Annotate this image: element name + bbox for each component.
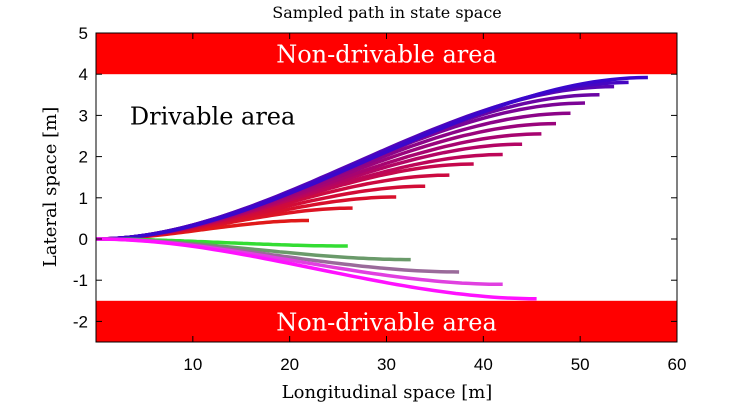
- non-drivable-region-1: [96, 300, 677, 342]
- path-series-4: [95, 173, 450, 241]
- path-series-3: [96, 184, 426, 241]
- path-series-8: [95, 132, 542, 241]
- x-tick-label-5: 60: [668, 355, 687, 374]
- non-drivable-label-0: Non-drivable area: [276, 41, 497, 69]
- y-axis-ticks: -2 -1 0 1 2 3 4 5: [73, 24, 677, 331]
- paths-layer: [95, 75, 648, 301]
- y-tick-label-6: 4: [79, 65, 88, 84]
- y-tick-label-0: -2: [73, 312, 88, 331]
- non-drivable-label-1: Non-drivable area: [276, 308, 497, 336]
- chart-title: Sampled path in state space: [272, 3, 502, 22]
- y-tick-label-5: 3: [79, 106, 88, 125]
- y-tick-label-1: -1: [73, 271, 88, 290]
- y-tick-label-7: 5: [79, 24, 88, 43]
- x-tick-label-0: 10: [183, 355, 202, 374]
- x-tick-label-4: 50: [571, 355, 590, 374]
- y-tick-label-3: 1: [79, 189, 88, 208]
- regions-layer: Non-drivable area Non-drivable area: [96, 33, 677, 342]
- y-tick-label-4: 2: [79, 148, 88, 167]
- path-series-2: [96, 195, 397, 241]
- x-axis-label: Longitudinal space [m]: [282, 382, 493, 403]
- y-axis-label: Lateral space [m]: [40, 107, 61, 267]
- x-tick-label-2: 30: [377, 355, 396, 374]
- path-series-9: [95, 121, 557, 241]
- x-tick-label-1: 20: [280, 355, 299, 374]
- path-series-20: [96, 237, 537, 301]
- annotation-drivable-area: Drivable area: [130, 102, 295, 130]
- non-drivable-region-0: [96, 33, 677, 75]
- x-axis-ticks: 10 20 30 40 50 60: [183, 33, 686, 374]
- y-tick-label-2: 0: [79, 230, 88, 249]
- path-series-15: [95, 75, 648, 241]
- x-tick-label-3: 40: [474, 355, 493, 374]
